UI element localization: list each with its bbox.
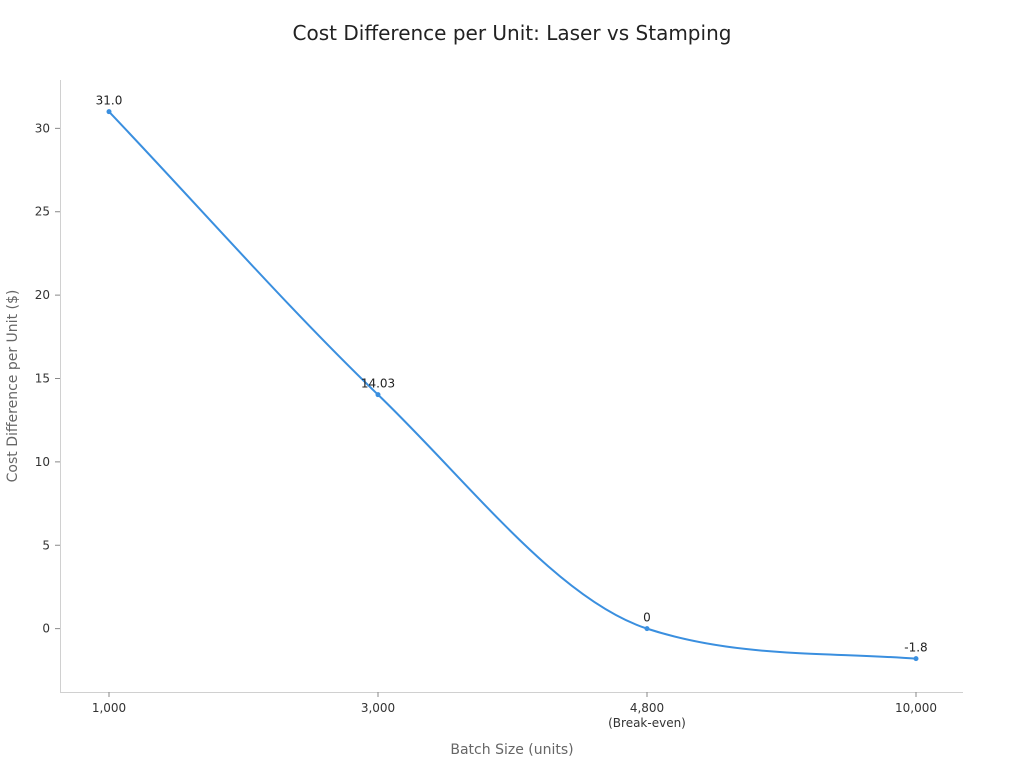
x-tick-label: 1,000 — [92, 701, 126, 715]
x-axis-ticks: 1,000 3,000 4,800(Break-even) 10,000 — [92, 692, 937, 730]
y-tick-label: 20 — [35, 288, 50, 302]
y-tick-label: 10 — [35, 455, 50, 469]
y-axis-ticks: 0 5 10 15 20 25 30 — [35, 121, 60, 636]
x-axis-title: Batch Size (units) — [450, 742, 573, 758]
data-point — [375, 392, 381, 398]
y-tick-label: 5 — [42, 538, 50, 552]
y-tick-label: 15 — [35, 371, 50, 385]
y-axis-title: Cost Difference per Unit ($) — [5, 290, 21, 483]
y-tick-label: 25 — [35, 205, 50, 219]
data-label: 31.0 — [96, 94, 123, 108]
data-point — [644, 626, 650, 632]
data-labels: 31.0 14.03 0 -1.8 — [96, 94, 928, 655]
x-tick-label: 4,800 — [630, 701, 664, 715]
x-tick-sublabel: (Break-even) — [608, 716, 686, 730]
chart-title: Cost Difference per Unit: Laser vs Stamp… — [293, 21, 732, 45]
data-point — [106, 109, 112, 115]
plot-area: 0 5 10 15 20 25 30 1,000 3,000 4,800(Break-even)… — [35, 80, 963, 730]
data-point — [913, 656, 919, 662]
data-label: 0 — [643, 611, 651, 625]
series-line — [108, 110, 917, 660]
x-tick-label: 10,000 — [895, 701, 937, 715]
y-tick-label: 30 — [35, 121, 50, 135]
data-points — [106, 109, 919, 662]
data-label: 14.03 — [361, 377, 395, 391]
data-label: -1.8 — [904, 641, 927, 655]
x-tick-label: 3,000 — [361, 701, 395, 715]
y-tick-label: 0 — [42, 622, 50, 636]
